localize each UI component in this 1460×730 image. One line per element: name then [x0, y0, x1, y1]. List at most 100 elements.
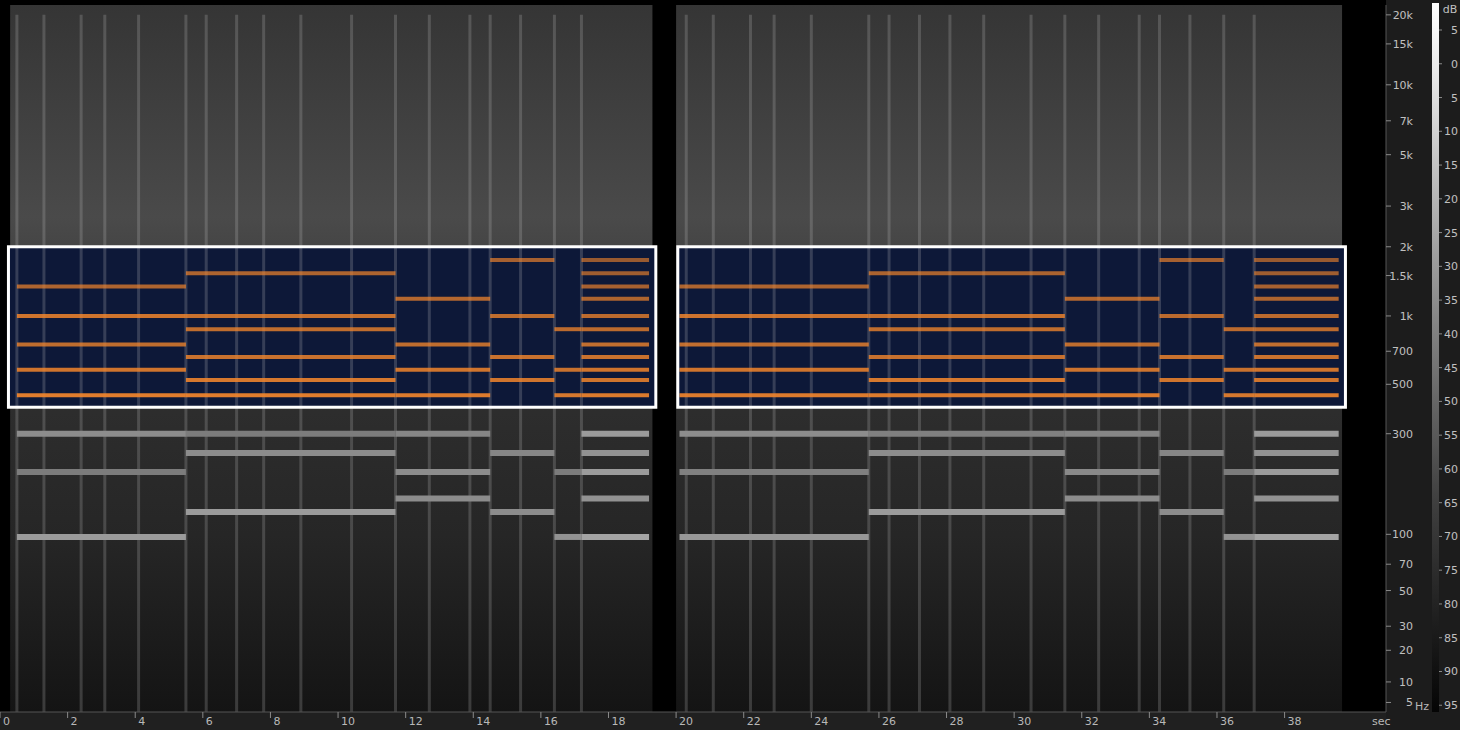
partial — [1065, 495, 1160, 501]
x-tick-label: 22 — [747, 715, 761, 728]
partial — [581, 534, 649, 540]
plot-area — [8, 5, 1345, 712]
y-tick — [1386, 650, 1391, 651]
onset — [42, 15, 45, 712]
x-tick — [1014, 712, 1015, 718]
colorbar-tick — [1439, 367, 1442, 368]
y-tick-label: 300 — [1392, 428, 1413, 441]
y-tick-label: 30 — [1399, 620, 1413, 633]
colorbar-tick — [1439, 333, 1442, 334]
partial — [1224, 534, 1254, 540]
partial-highlighted — [1160, 355, 1224, 359]
colorbar-tick — [1439, 97, 1442, 98]
partial-highlighted — [869, 378, 1065, 382]
partial — [869, 450, 1065, 456]
partial-highlighted — [396, 393, 491, 397]
partial — [581, 469, 649, 475]
partial-highlighted — [1065, 368, 1160, 372]
onset — [80, 15, 83, 712]
y-tick-label: 2k — [1400, 241, 1414, 254]
colorbar-tick-label: 5 — [1451, 24, 1458, 37]
onset — [749, 15, 752, 712]
partial-highlighted — [1254, 368, 1339, 372]
onset — [1097, 15, 1100, 712]
partial — [1254, 450, 1339, 456]
y-tick — [1386, 120, 1391, 121]
y-tick-label: 5k — [1400, 149, 1414, 162]
partial — [581, 431, 649, 437]
colorbar-tick — [1439, 536, 1442, 537]
colorbar-tick — [1439, 705, 1442, 706]
onset — [205, 15, 208, 712]
partial-highlighted — [581, 258, 649, 262]
partial-highlighted — [396, 342, 491, 346]
colorbar — [1432, 3, 1439, 712]
onset — [810, 15, 813, 712]
x-tick-label: 16 — [544, 715, 558, 728]
colorbar-tick-label: 30 — [1444, 260, 1458, 273]
colorbar-tick — [1439, 502, 1442, 503]
x-tick-label: 8 — [273, 715, 280, 728]
y-tick — [1386, 433, 1391, 434]
partial-highlighted — [1160, 258, 1224, 262]
y-tick — [1386, 564, 1391, 565]
y-tick-label: 500 — [1392, 378, 1413, 391]
partial-highlighted — [581, 378, 649, 382]
x-tick-label: 0 — [3, 715, 10, 728]
partial-highlighted — [490, 355, 554, 359]
partial-highlighted — [679, 342, 868, 346]
x-tick-label: 26 — [882, 715, 896, 728]
onset — [773, 15, 776, 712]
partial-highlighted — [581, 314, 649, 318]
x-tick — [811, 712, 812, 718]
y-tick-label: 20 — [1399, 644, 1413, 657]
x-axis-strip — [0, 712, 1460, 730]
x-tick — [743, 712, 744, 718]
x-tick — [338, 712, 339, 718]
partial-highlighted — [1254, 327, 1339, 331]
onset — [299, 15, 302, 712]
partial-highlighted — [17, 368, 186, 372]
partial-highlighted — [1254, 378, 1339, 382]
y-axis-strip — [1386, 0, 1460, 730]
colorbar-tick — [1439, 165, 1442, 166]
onset — [428, 15, 431, 712]
partial-highlighted — [679, 368, 868, 372]
partial-highlighted — [1065, 342, 1160, 346]
colorbar-tick — [1439, 401, 1442, 402]
y-tick — [1386, 681, 1391, 682]
colorbar-tick-label: 45 — [1444, 362, 1458, 375]
colorbar-tick-label: 70 — [1444, 530, 1458, 543]
y-tick — [1386, 14, 1391, 15]
partial-highlighted — [581, 271, 649, 275]
y-tick — [1386, 626, 1391, 627]
partial — [1254, 495, 1339, 501]
onset — [489, 15, 492, 712]
partial-highlighted — [1065, 393, 1160, 397]
partial-highlighted — [1254, 285, 1339, 289]
onset — [1063, 15, 1066, 712]
y-tick — [1386, 351, 1391, 352]
partial — [1065, 431, 1160, 437]
colorbar-tick — [1439, 300, 1442, 301]
partial-highlighted — [1254, 314, 1339, 318]
colorbar-tick-label: 85 — [1444, 632, 1458, 645]
highlight-fill — [678, 247, 1346, 407]
y-tick-label: 10k — [1393, 79, 1414, 92]
onset — [1158, 15, 1161, 712]
partial — [1254, 534, 1339, 540]
partial-highlighted — [186, 327, 396, 331]
partial-highlighted — [554, 327, 581, 331]
partial — [17, 431, 186, 437]
x-tick-label: 30 — [1017, 715, 1031, 728]
y-tick-label: 50 — [1399, 585, 1413, 598]
partial-highlighted — [1065, 297, 1160, 301]
y-tick-label: 20k — [1393, 9, 1414, 22]
x-tick — [0, 712, 1, 718]
partial-highlighted — [17, 285, 186, 289]
x-tick — [67, 712, 68, 718]
x-tick — [135, 712, 136, 718]
partial — [679, 534, 868, 540]
x-tick — [878, 712, 879, 718]
y-tick — [1386, 84, 1391, 85]
